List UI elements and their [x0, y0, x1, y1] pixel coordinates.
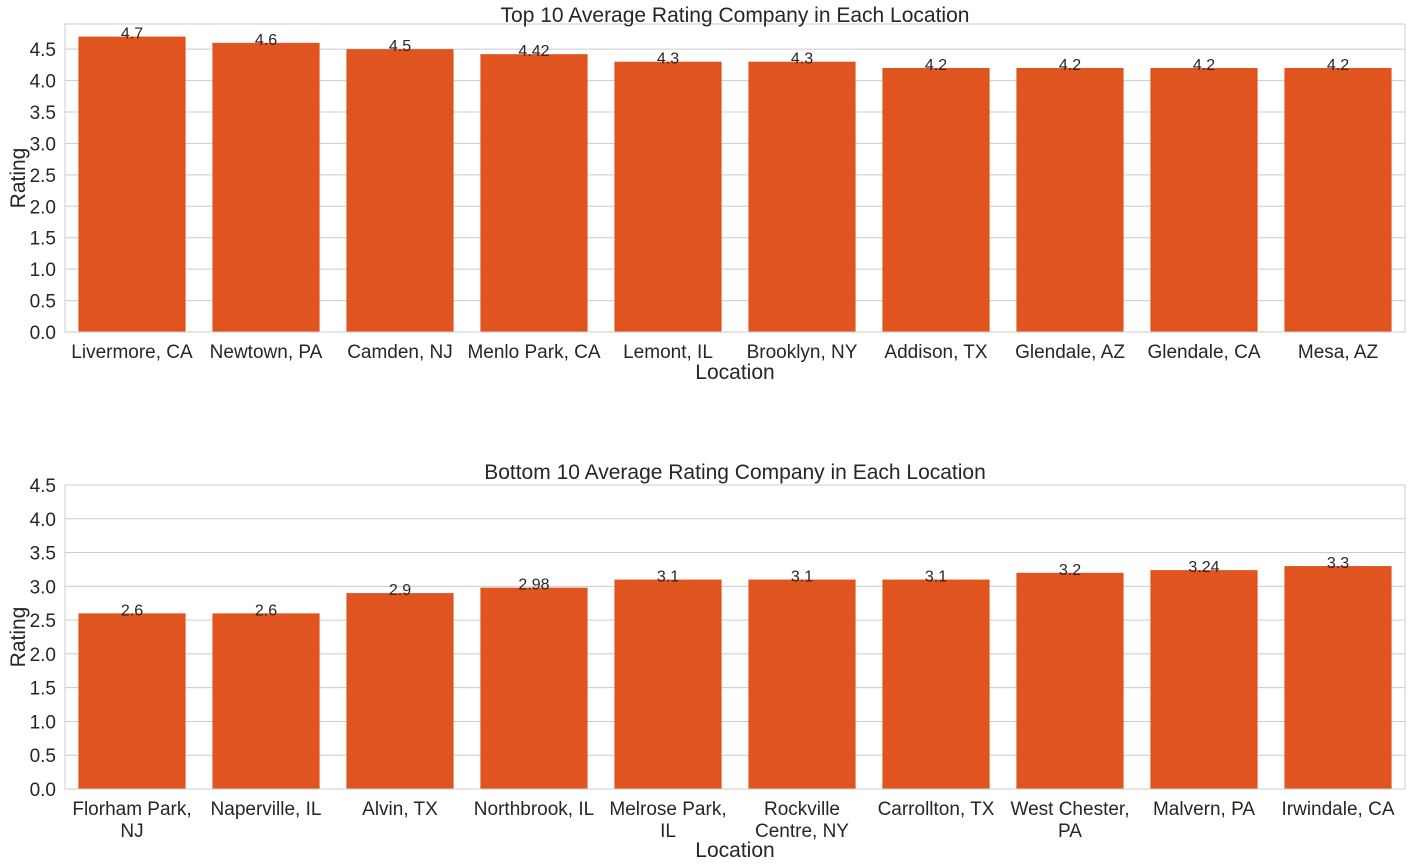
bar — [1016, 572, 1124, 789]
bar-value-label: 2.6 — [121, 602, 143, 619]
y-tick-label: 1.0 — [30, 712, 56, 733]
x-tick-label: Alvin, TX — [362, 799, 438, 820]
bar-value-label: 4.5 — [389, 38, 411, 55]
bar-value-label: 3.2 — [1059, 562, 1081, 579]
bar — [212, 613, 320, 789]
bar-value-label: 3.3 — [1327, 555, 1349, 572]
bar-value-label: 4.3 — [657, 51, 679, 68]
y-tick-label: 3.0 — [30, 134, 56, 155]
x-tick-label: Newtown, PA — [210, 342, 323, 363]
y-tick-label: 1.5 — [30, 679, 56, 700]
y-tick-label: 0.0 — [30, 323, 56, 344]
bar-value-label: 4.6 — [255, 32, 277, 49]
y-tick-label: 4.5 — [30, 476, 56, 497]
y-tick-label: 3.0 — [30, 577, 56, 598]
x-tick-label: Northbrook, IL — [474, 799, 594, 820]
chart-title: Top 10 Average Rating Company in Each Lo… — [501, 4, 970, 27]
y-tick-label: 2.0 — [30, 197, 56, 218]
plot-frame — [64, 484, 1406, 790]
y-axis-label: Rating — [7, 148, 30, 209]
x-tick-label: Livermore, CA — [71, 342, 193, 363]
y-tick-label: 0.5 — [30, 292, 56, 313]
bar — [748, 579, 856, 789]
x-tick-label: Naperville, IL — [211, 799, 322, 820]
y-tick-label: 0.5 — [30, 746, 56, 767]
x-axis-label: Location — [695, 839, 774, 862]
x-tick-label: Malvern, PA — [1153, 799, 1255, 820]
y-tick-label: 3.5 — [30, 544, 56, 565]
bar — [614, 61, 722, 332]
bar-value-label: 3.1 — [791, 569, 813, 586]
x-tick-label: Brooklyn, NY — [747, 342, 858, 363]
bar — [1150, 570, 1258, 789]
y-tick-label: 4.0 — [30, 510, 56, 531]
x-tick-label: Carrollton, TX — [878, 799, 995, 820]
bar — [480, 587, 588, 789]
x-tick-label: Centre, NY — [755, 821, 849, 842]
bar — [78, 36, 186, 332]
x-tick-label: IL — [660, 821, 676, 842]
bar — [346, 49, 454, 333]
y-tick-label: 2.0 — [30, 645, 56, 666]
x-tick-label: Mesa, AZ — [1298, 342, 1379, 363]
bar-value-label: 2.9 — [389, 582, 411, 599]
y-tick-label: 2.5 — [30, 611, 56, 632]
bar — [1284, 566, 1392, 789]
x-tick-label: Glendale, AZ — [1015, 342, 1125, 363]
plot-frame — [64, 23, 1406, 333]
x-tick-label: Irwindale, CA — [1282, 799, 1395, 820]
y-axis-label: Rating — [7, 607, 30, 668]
bar — [212, 42, 320, 332]
x-tick-label: Glendale, CA — [1147, 342, 1260, 363]
bar-value-label: 4.2 — [1327, 57, 1349, 74]
bar-value-label: 3.1 — [657, 569, 679, 586]
x-tick-label: Rockville — [764, 799, 840, 820]
bar-value-label: 3.24 — [1188, 559, 1219, 576]
x-tick-label: Florham Park, — [72, 799, 191, 820]
top-ratings-chart: 0.0 0.5 1.0 1.5 2.0 2.5 3.0 3.5 4.0 4.5 4.7 Livermo… — [7, 4, 1406, 384]
y-tick-label: 1.0 — [30, 260, 56, 281]
bar-value-label: 3.1 — [925, 569, 947, 586]
bar — [78, 613, 186, 789]
x-tick-label: West Chester, — [1011, 799, 1130, 820]
bar — [346, 593, 454, 789]
bar — [882, 579, 990, 789]
y-tick-label: 4.0 — [30, 72, 56, 93]
x-tick-label: Menlo Park, CA — [467, 342, 600, 363]
bar — [480, 54, 588, 333]
bar-value-label: 4.3 — [791, 51, 813, 68]
x-axis-label: Location — [695, 361, 774, 384]
bar — [614, 579, 722, 789]
bar — [1284, 68, 1392, 332]
bar-value-label: 2.6 — [255, 602, 277, 619]
bar — [748, 61, 856, 332]
x-tick-label: NJ — [120, 821, 143, 842]
bar-value-label: 2.98 — [518, 577, 549, 594]
bar — [1150, 68, 1258, 332]
y-tick-label: 3.5 — [30, 103, 56, 124]
bar-value-label: 4.2 — [1059, 57, 1081, 74]
y-tick-label: 1.5 — [30, 229, 56, 250]
bar — [1016, 68, 1124, 332]
bar-value-label: 4.2 — [925, 57, 947, 74]
x-tick-label: Lemont, IL — [623, 342, 713, 363]
bar — [882, 68, 990, 332]
x-tick-label: Addison, TX — [884, 342, 987, 363]
bottom-ratings-chart: 0.0 0.5 1.0 1.5 2.0 2.5 3.0 3.5 4.0 4.5 2.6 Florham… — [7, 461, 1406, 862]
y-tick-label: 2.5 — [30, 166, 56, 187]
bar-value-label: 4.7 — [121, 26, 143, 43]
bar-value-label: 4.2 — [1193, 57, 1215, 74]
y-tick-label: 0.0 — [30, 780, 56, 801]
x-tick-label: Camden, NJ — [347, 342, 453, 363]
x-tick-label: PA — [1058, 821, 1082, 842]
bar-value-label: 4.42 — [518, 43, 549, 60]
chart-title: Bottom 10 Average Rating Company in Each… — [484, 461, 986, 484]
y-tick-label: 4.5 — [30, 40, 56, 61]
x-tick-label: Melrose Park, — [609, 799, 726, 820]
